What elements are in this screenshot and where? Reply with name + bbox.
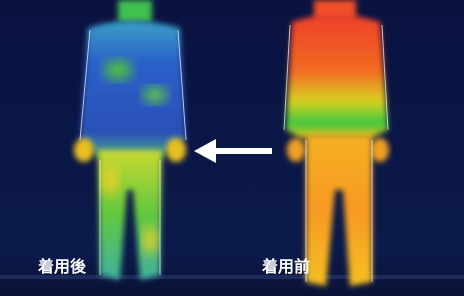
thermal-image: 着用後 着用前	[0, 0, 464, 296]
thermal-photo: 着用後 着用前	[0, 0, 464, 296]
label-after: 着用後	[37, 257, 87, 276]
label-before: 着用前	[261, 257, 310, 276]
